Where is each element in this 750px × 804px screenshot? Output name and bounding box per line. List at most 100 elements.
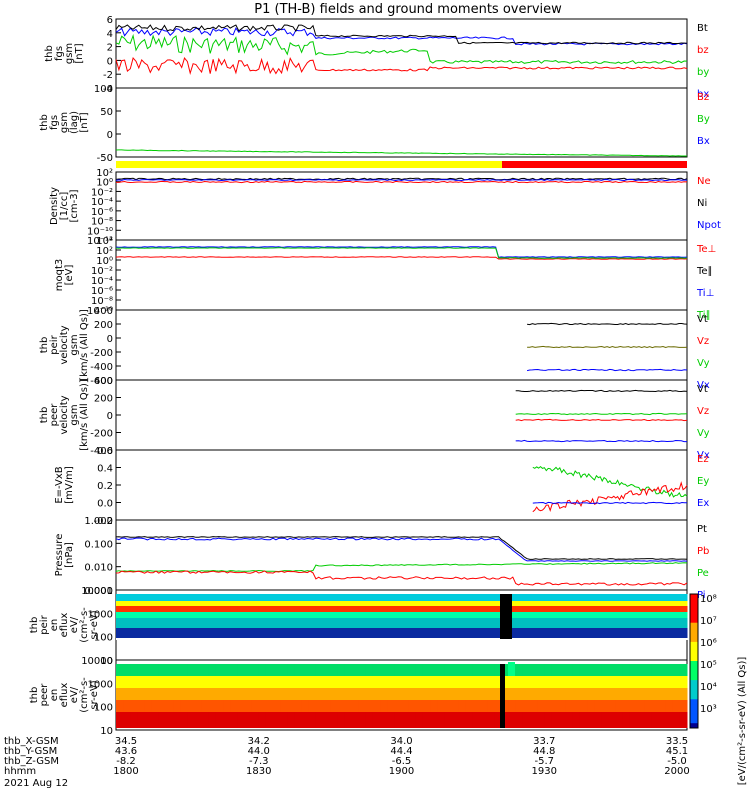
spectrogram-cell — [380, 664, 388, 676]
y-tick-label: 10⁻² — [91, 187, 113, 198]
spectrogram-cell — [608, 612, 617, 618]
spectrogram-cell — [380, 606, 388, 612]
spectrogram-cell — [358, 700, 367, 712]
spectrogram-cell — [151, 712, 160, 728]
spectrogram-cell — [258, 612, 267, 618]
spectrogram-cell — [594, 628, 602, 638]
spectrogram-cell — [237, 628, 245, 638]
spectrogram-cell — [579, 612, 588, 618]
spectrogram-cell — [679, 594, 688, 601]
spectrogram-cell — [480, 700, 488, 712]
spectrogram-cell — [494, 676, 502, 688]
legend-Vt: Vt — [697, 314, 708, 325]
spectrogram-cell — [380, 594, 388, 601]
spectrogram-cell — [144, 664, 153, 676]
spectrogram-cell — [565, 612, 574, 618]
spectrogram-cell — [615, 712, 624, 728]
spectrogram-cell — [223, 594, 231, 601]
spectrogram-cell — [273, 594, 281, 601]
spectrogram-cell — [587, 712, 595, 728]
spectrogram-cell — [330, 688, 338, 700]
spectrogram-cell — [415, 688, 424, 700]
spectrogram-cell — [372, 712, 381, 728]
spectrogram-cell — [608, 664, 617, 676]
spectrogram-cell — [301, 664, 310, 676]
spectrogram-cell — [530, 594, 538, 601]
spectrogram-cell — [422, 664, 431, 676]
spectrogram-cell — [201, 601, 210, 606]
mode-bar-slow — [116, 161, 502, 168]
spectrogram-cell — [294, 712, 302, 728]
spectrogram-cell — [530, 601, 538, 606]
series-line-blue — [115, 27, 688, 46]
spectrogram-cell — [401, 688, 410, 700]
spectrogram-cell — [458, 594, 467, 601]
spectrogram-cell — [380, 688, 388, 700]
spectrogram-cell — [437, 676, 445, 688]
spectrogram-cell — [565, 676, 574, 688]
spectrogram-cell — [394, 618, 402, 628]
y-axis-label: thbpeerenefluxeV/(cm²-s-sr-eV) — [29, 677, 100, 713]
y-tick-label: 0.100 — [84, 539, 113, 550]
spectrogram-cell — [422, 676, 431, 688]
spectrogram-cell — [437, 664, 445, 676]
spectrogram-cell — [565, 601, 574, 606]
spectrogram-cell — [672, 618, 681, 628]
spectrogram-cell — [487, 601, 495, 606]
spectrogram-cell — [330, 676, 338, 688]
spectrogram-cell — [594, 676, 602, 688]
spectrogram-cell — [637, 606, 645, 612]
spectrogram-cell — [430, 664, 438, 676]
spectrogram-cell — [522, 612, 531, 618]
spectrogram-cell — [644, 712, 652, 728]
y-axis-label: thbfgsgsm[nT] — [44, 43, 85, 64]
spectrogram-cell — [444, 664, 452, 676]
spectrogram-cell — [480, 618, 488, 628]
legend-Pb: Pb — [697, 546, 709, 557]
spectrogram-cell — [522, 688, 531, 700]
x-row-value: -7.3 — [249, 756, 269, 767]
spectrogram-cell — [644, 601, 652, 606]
spectrogram-cell — [244, 638, 253, 640]
spectrogram-cell — [679, 664, 688, 676]
series-line-vt2 — [515, 389, 688, 393]
spectrogram-cell — [337, 676, 345, 688]
spectrogram-cell — [173, 628, 181, 638]
spectrogram-cell — [251, 700, 260, 712]
y-axis-label-line: thb — [39, 114, 50, 131]
spectrogram-cell — [401, 606, 410, 612]
spectrogram-cell — [572, 688, 581, 700]
spectrogram-cell — [587, 628, 595, 638]
spectrogram-cell — [487, 676, 495, 688]
spectrogram-cell — [544, 700, 552, 712]
spectrogram-cell — [594, 612, 602, 618]
spectrogram-cell — [665, 594, 674, 601]
spectrogram-cell — [201, 712, 210, 728]
legend-Bz: Bz — [697, 92, 709, 103]
spectrogram-cell — [223, 612, 231, 618]
spectrogram-cell — [315, 664, 324, 676]
spectrogram-cell — [494, 601, 502, 606]
spectrogram-cell — [437, 688, 445, 700]
spectrogram-cell — [522, 628, 531, 638]
y-tick-label: 1.000 — [84, 516, 113, 527]
spectrogram-cell — [344, 688, 352, 700]
spectrogram-cell — [166, 594, 174, 601]
spectrogram-cell — [515, 618, 524, 628]
spectrogram-cell — [244, 628, 253, 638]
spectrogram-cell — [187, 664, 195, 676]
spectrogram-cell — [116, 664, 124, 676]
spectrogram-cell — [280, 638, 288, 640]
spectrogram-cell — [337, 628, 345, 638]
spectrogram-cell — [487, 606, 495, 612]
series-line-pi — [115, 537, 688, 562]
spectrogram-cell — [308, 664, 317, 676]
spectrogram-cell — [608, 606, 617, 612]
spectrogram-cell — [637, 618, 645, 628]
spectrogram-cell — [123, 594, 131, 601]
x-row-value: 34.2 — [248, 736, 270, 747]
y-tick-label: 0 — [107, 334, 113, 345]
y-axis-label-line: [nT] — [74, 43, 85, 63]
spectrogram-cell — [672, 712, 681, 728]
